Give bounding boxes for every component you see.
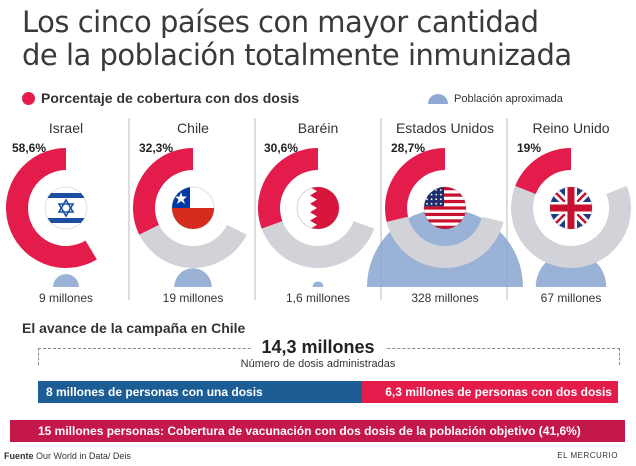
source: Fuente Our World in Data/ Deis xyxy=(4,451,131,461)
two-doses-segment: 6,3 millones de personas con dos dosis xyxy=(362,381,618,403)
one-dose-label: 8 millones de personas con una dosis xyxy=(46,385,263,399)
percentage-label: 32,3% xyxy=(139,141,173,155)
donut-coverage-segment xyxy=(6,148,97,268)
flag-outline xyxy=(44,186,88,230)
chile-flag-icon xyxy=(172,187,214,229)
population-label: 328 millones xyxy=(411,291,478,305)
donut-coverage-segment xyxy=(515,148,571,195)
total-doses-caption: Número de dosis administradas xyxy=(240,358,396,370)
population-label: 9 millones xyxy=(39,291,93,305)
flag-outline xyxy=(296,186,340,230)
donut-coverage-segment xyxy=(132,148,193,235)
two-doses-label: 6,3 millones de personas con dos dosis xyxy=(385,385,612,399)
usa-flag-icon xyxy=(424,187,466,229)
title-line-2: de la población totalmente inmunizada xyxy=(22,38,572,72)
uk-flag-icon xyxy=(550,187,592,229)
population-label: 19 millones xyxy=(163,291,224,305)
country-label: Chile xyxy=(177,120,209,136)
one-dose-segment: 8 millones de personas con una dosis xyxy=(38,381,363,403)
country-label: Estados Unidos xyxy=(396,120,494,136)
population-semicircle xyxy=(174,268,212,287)
percentage-label: 58,6% xyxy=(12,141,46,155)
objective-bar: 15 millones personas: Cobertura de vacun… xyxy=(10,420,625,442)
total-doses-value: 14,3 millones xyxy=(251,337,385,357)
legend-population: Población aproximada xyxy=(428,93,563,105)
population-legend-swatch xyxy=(428,94,448,104)
brand-logo: EL MERCURIO xyxy=(557,451,618,460)
percentage-label: 19% xyxy=(517,141,541,155)
page-title: Los cinco países con mayor cantidad de l… xyxy=(22,6,622,72)
coverage-legend-swatch xyxy=(22,91,35,105)
flag-outline xyxy=(549,186,593,230)
legend-population-label: Población aproximada xyxy=(454,93,563,105)
israel-flag-icon xyxy=(45,187,87,229)
flag-outline xyxy=(171,186,215,230)
objective-label: 15 millones personas: Cobertura de vacun… xyxy=(38,424,581,438)
source-text: Our World in Data/ Deis xyxy=(36,451,131,461)
population-label: 1,6 millones xyxy=(286,291,350,305)
title-line-1: Los cinco países con mayor cantidad xyxy=(22,5,539,39)
population-label: 67 millones xyxy=(541,291,602,305)
chile-section-title: El avance de la campaña en Chile xyxy=(22,320,246,336)
country-label: Baréin xyxy=(298,120,338,136)
donut-coverage-segment xyxy=(384,148,445,222)
percentage-label: 28,7% xyxy=(391,141,425,155)
source-label: Fuente xyxy=(4,451,34,461)
population-semicircle xyxy=(53,274,79,287)
doses-bar: 8 millones de personas con una dosis 6,3… xyxy=(38,381,618,403)
flag-outline xyxy=(423,186,467,230)
country-label: Israel xyxy=(49,120,83,136)
legend-coverage: Porcentaje de cobertura con dos dosis xyxy=(22,90,299,106)
population-semicircle xyxy=(312,281,324,287)
bahrain-flag-icon xyxy=(297,187,339,229)
percentage-label: 30,6% xyxy=(264,141,298,155)
donut-coverage-segment xyxy=(258,148,318,229)
legend-coverage-label: Porcentaje de cobertura con dos dosis xyxy=(41,90,300,106)
total-doses: 14,3 millones xyxy=(0,337,636,358)
country-label: Reino Unido xyxy=(532,120,609,136)
